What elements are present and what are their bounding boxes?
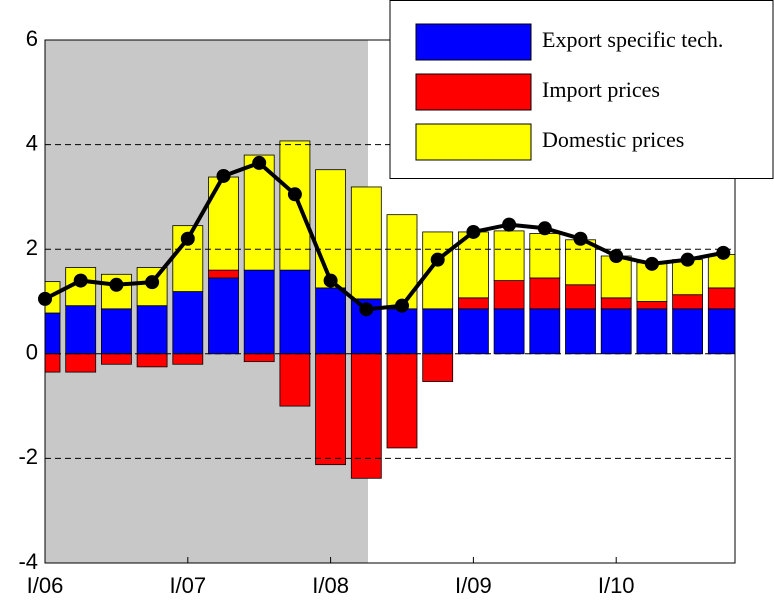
marker xyxy=(573,231,588,246)
marker xyxy=(287,187,302,202)
bar xyxy=(386,308,418,355)
bar xyxy=(422,308,454,355)
marker xyxy=(73,273,88,288)
bar xyxy=(493,280,525,310)
marker xyxy=(537,221,552,236)
x-tick-label: I/10 xyxy=(598,573,635,598)
marker xyxy=(180,231,195,246)
bar xyxy=(565,284,596,310)
y-tick-label: -2 xyxy=(18,444,38,469)
legend: Export specific tech. Import prices Domest… xyxy=(389,0,774,179)
bar xyxy=(529,277,561,310)
bar xyxy=(172,291,204,355)
bar xyxy=(636,301,668,310)
bar xyxy=(457,297,489,310)
bar xyxy=(707,254,735,289)
shaded-region xyxy=(45,40,368,563)
bar xyxy=(243,353,275,363)
bar xyxy=(422,231,454,310)
bar xyxy=(315,169,347,289)
y-tick-label: -4 xyxy=(18,549,38,574)
bar xyxy=(45,281,61,314)
marker xyxy=(609,248,624,263)
bar xyxy=(457,308,489,355)
marker xyxy=(395,298,409,313)
bar xyxy=(672,294,703,310)
x-tick-label: I/06 xyxy=(27,573,64,598)
bar xyxy=(386,353,418,449)
bar xyxy=(136,353,168,368)
bar xyxy=(600,308,632,355)
bar xyxy=(529,233,561,279)
bar xyxy=(350,353,382,479)
bar xyxy=(208,269,239,279)
bar xyxy=(279,140,311,271)
bar xyxy=(529,308,561,355)
bar xyxy=(101,353,132,365)
legend-swatch xyxy=(415,123,532,161)
bar xyxy=(243,269,275,355)
bar xyxy=(172,353,204,365)
bar xyxy=(208,277,239,355)
marker xyxy=(644,256,659,271)
bar xyxy=(565,308,596,355)
legend-label: Import prices xyxy=(542,77,660,102)
marker xyxy=(716,245,731,260)
bar xyxy=(279,269,311,355)
legend-label: Export specific tech. xyxy=(542,27,723,52)
marker xyxy=(359,302,374,317)
bar xyxy=(493,308,525,355)
bar xyxy=(565,239,596,286)
marker xyxy=(323,273,338,288)
legend-label: Domestic prices xyxy=(542,127,684,152)
bar xyxy=(350,186,382,300)
bar xyxy=(636,308,668,355)
bar xyxy=(457,231,489,299)
bar xyxy=(493,230,525,281)
bar xyxy=(101,308,132,355)
y-tick-label: 0 xyxy=(26,340,38,365)
bar xyxy=(136,305,168,355)
y-tick-label: 4 xyxy=(26,130,38,155)
bar xyxy=(422,353,454,382)
y-tick-label: 6 xyxy=(26,26,38,51)
bar xyxy=(45,353,61,373)
marker xyxy=(252,155,267,170)
marker xyxy=(145,275,160,290)
bar xyxy=(65,353,97,373)
x-tick-label: I/07 xyxy=(169,573,206,598)
bar xyxy=(65,305,97,355)
bar xyxy=(707,308,735,355)
legend-swatch xyxy=(415,23,532,61)
marker xyxy=(430,252,445,267)
marker xyxy=(466,224,481,239)
bar xyxy=(315,287,347,355)
plot xyxy=(45,140,735,479)
y-tick-label: 2 xyxy=(26,235,38,260)
marker xyxy=(216,168,231,183)
x-tick-label: I/09 xyxy=(455,573,492,598)
bar xyxy=(45,312,61,355)
marker xyxy=(109,277,124,292)
legend-swatch xyxy=(415,73,532,111)
bar xyxy=(707,287,735,310)
marker xyxy=(502,217,517,232)
bar xyxy=(279,353,311,407)
bar xyxy=(672,308,703,355)
x-tick-label: I/08 xyxy=(312,573,349,598)
marker xyxy=(680,252,695,267)
bar xyxy=(315,353,347,466)
bar xyxy=(600,297,632,310)
